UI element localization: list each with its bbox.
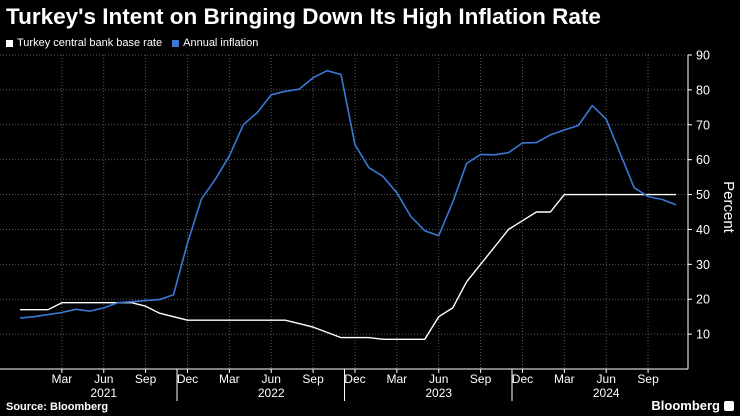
- x-year-label: 2024: [593, 386, 620, 400]
- legend-label-policy-rate: Turkey central bank base rate: [17, 37, 163, 49]
- legend-swatch-policy-rate: [6, 39, 13, 47]
- y-tick-label: 50: [696, 188, 710, 202]
- x-tick-label: Dec: [512, 372, 533, 386]
- x-tick-label: Sep: [302, 372, 324, 386]
- y-tick-label: 90: [696, 49, 710, 63]
- y-tick-label: 20: [696, 293, 710, 307]
- x-year-label: 2022: [258, 386, 285, 400]
- x-tick-label: Sep: [470, 372, 492, 386]
- x-tick-label: Dec: [344, 372, 365, 386]
- y-tick-label: 70: [696, 118, 710, 132]
- brand-logo: Bloomberg: [651, 398, 720, 413]
- legend-label-inflation: Annual inflation: [183, 37, 259, 49]
- x-tick-label: Sep: [135, 372, 157, 386]
- x-tick-label: Mar: [219, 372, 240, 386]
- series-line-policy-rate: [20, 193, 676, 340]
- x-year-label: 2021: [90, 386, 117, 400]
- x-tick-label: Jun: [262, 372, 281, 386]
- x-tick-label: Dec: [177, 372, 198, 386]
- brand-icon: [724, 401, 734, 411]
- x-tick-label: Jun: [429, 372, 448, 386]
- y-tick-label: 30: [696, 258, 710, 272]
- source-note: Source: Bloomberg: [6, 401, 109, 413]
- legend-item-inflation: Annual inflation: [172, 37, 258, 49]
- y-tick-label: 60: [696, 153, 710, 167]
- legend: Turkey central bank base rate Annual inf…: [6, 37, 268, 49]
- x-tick-label: Jun: [94, 372, 113, 386]
- x-tick-label: Sep: [637, 372, 659, 386]
- legend-item-policy-rate: Turkey central bank base rate: [6, 37, 162, 49]
- y-tick-label: 40: [696, 223, 710, 237]
- y-tick-label: 10: [696, 328, 710, 342]
- y-tick-label: 80: [696, 83, 710, 97]
- y-axis-label: Percent: [720, 181, 737, 234]
- axes: [0, 54, 692, 401]
- x-year-label: 2023: [425, 386, 452, 400]
- x-tick-label: Mar: [554, 372, 575, 386]
- series: [19, 69, 677, 340]
- x-tick-label: Mar: [52, 372, 73, 386]
- series-line-inflation: [19, 69, 677, 319]
- grid: [0, 54, 688, 369]
- axis-labels: 10 20 30 40 50 60 70 80 90 Mar Jun Sep Dec Mar Jun Sep D…: [52, 49, 737, 401]
- chart-title: Turkey's Intent on Bringing Down Its Hig…: [6, 4, 601, 29]
- legend-swatch-inflation: [172, 39, 180, 47]
- x-tick-label: Mar: [387, 372, 408, 386]
- x-tick-label: Jun: [597, 372, 616, 386]
